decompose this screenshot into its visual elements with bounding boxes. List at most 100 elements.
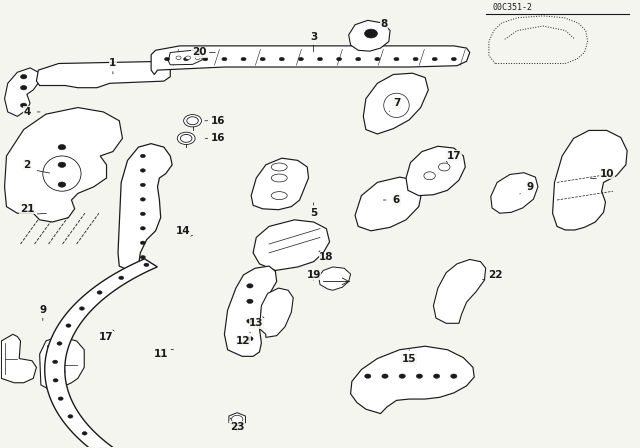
Circle shape (186, 56, 191, 60)
Polygon shape (1, 334, 36, 383)
Text: 17: 17 (447, 151, 461, 161)
Text: 9: 9 (527, 182, 534, 192)
Circle shape (140, 241, 145, 245)
Circle shape (140, 212, 145, 215)
Text: 3: 3 (310, 32, 317, 42)
Circle shape (58, 162, 66, 168)
Circle shape (118, 276, 124, 280)
Text: 12: 12 (236, 336, 251, 346)
Circle shape (20, 74, 27, 79)
Text: 14: 14 (176, 226, 190, 236)
Circle shape (365, 29, 378, 38)
Circle shape (20, 103, 27, 108)
Text: 9: 9 (39, 305, 46, 315)
Polygon shape (251, 158, 308, 210)
Text: 1: 1 (109, 59, 116, 69)
Circle shape (82, 431, 87, 435)
Circle shape (184, 57, 189, 61)
Text: 2: 2 (23, 160, 31, 170)
Circle shape (52, 360, 58, 364)
Circle shape (317, 57, 323, 61)
Polygon shape (552, 130, 627, 230)
Circle shape (451, 57, 456, 61)
Text: 11: 11 (154, 349, 168, 359)
Circle shape (232, 415, 243, 423)
Circle shape (66, 324, 71, 327)
Polygon shape (319, 267, 351, 290)
Circle shape (57, 342, 62, 345)
Circle shape (424, 172, 435, 180)
Circle shape (58, 182, 66, 187)
Polygon shape (40, 336, 84, 389)
Circle shape (416, 374, 422, 379)
Polygon shape (118, 144, 172, 271)
Ellipse shape (271, 192, 287, 199)
Text: 18: 18 (319, 252, 333, 262)
Circle shape (144, 263, 149, 267)
Polygon shape (168, 50, 202, 65)
Circle shape (399, 374, 405, 379)
Circle shape (222, 57, 227, 61)
Polygon shape (259, 288, 293, 337)
Text: 22: 22 (488, 270, 502, 280)
Circle shape (53, 379, 58, 382)
Circle shape (279, 57, 284, 61)
Circle shape (140, 169, 145, 172)
Text: 5: 5 (310, 208, 317, 218)
Polygon shape (233, 425, 242, 429)
Text: 21: 21 (20, 204, 34, 214)
Circle shape (337, 57, 342, 61)
Circle shape (55, 353, 65, 360)
Polygon shape (355, 177, 422, 231)
Polygon shape (4, 108, 122, 222)
Circle shape (246, 284, 253, 288)
Circle shape (451, 374, 457, 379)
Polygon shape (151, 46, 470, 74)
Circle shape (203, 57, 208, 61)
Circle shape (140, 255, 145, 259)
Text: 16: 16 (211, 116, 225, 126)
Text: 7: 7 (393, 98, 400, 108)
Circle shape (195, 56, 200, 60)
Text: 19: 19 (307, 270, 321, 280)
Polygon shape (45, 259, 157, 448)
Circle shape (79, 307, 84, 310)
Polygon shape (225, 266, 276, 356)
Circle shape (97, 291, 102, 294)
Text: 10: 10 (600, 168, 614, 179)
Circle shape (140, 227, 145, 230)
Circle shape (180, 134, 192, 142)
Polygon shape (349, 20, 390, 51)
Circle shape (58, 397, 63, 401)
Ellipse shape (271, 163, 287, 171)
Circle shape (413, 57, 418, 61)
Polygon shape (491, 173, 538, 213)
Circle shape (241, 57, 246, 61)
Polygon shape (253, 220, 330, 271)
Polygon shape (364, 73, 428, 134)
Circle shape (176, 56, 181, 60)
Circle shape (356, 57, 361, 61)
Polygon shape (351, 346, 474, 414)
Ellipse shape (43, 156, 81, 191)
Circle shape (432, 57, 437, 61)
Circle shape (246, 336, 253, 341)
Ellipse shape (271, 174, 287, 182)
Circle shape (140, 198, 145, 201)
Circle shape (140, 154, 145, 158)
Circle shape (246, 299, 253, 303)
Circle shape (184, 115, 202, 127)
Circle shape (68, 415, 73, 418)
Text: 20: 20 (191, 47, 206, 57)
Circle shape (55, 368, 65, 375)
Text: 13: 13 (249, 319, 264, 328)
Circle shape (260, 57, 265, 61)
Text: 17: 17 (99, 332, 114, 341)
Circle shape (246, 319, 253, 323)
Circle shape (140, 183, 145, 187)
Circle shape (438, 163, 450, 171)
Text: 23: 23 (230, 422, 244, 432)
Circle shape (187, 117, 198, 125)
Text: 8: 8 (380, 19, 387, 29)
Text: 00C351-2: 00C351-2 (492, 3, 532, 12)
